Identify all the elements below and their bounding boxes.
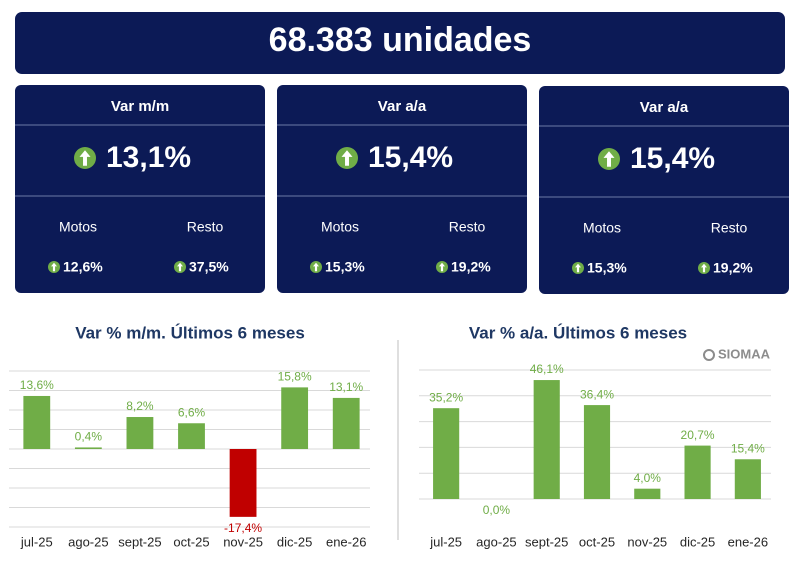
bar <box>684 446 710 499</box>
x-tick-label: ago-25 <box>476 534 516 549</box>
data-label: -17,4% <box>224 521 262 535</box>
card-title: Var m/m <box>111 98 169 115</box>
bar <box>634 489 660 499</box>
item-value: 15,3% <box>325 259 365 275</box>
x-tick-label: oct-25 <box>579 534 615 549</box>
item-value: 37,5% <box>189 259 229 275</box>
up-arrow-icon <box>336 147 358 169</box>
bar <box>23 396 50 449</box>
x-tick-label: ene-26 <box>728 534 768 549</box>
up-arrow-icon <box>598 148 620 170</box>
bar <box>333 398 360 449</box>
logo-icon <box>704 350 714 360</box>
card-title: Var a/a <box>378 98 427 115</box>
up-arrow-icon <box>310 261 322 273</box>
up-arrow-icon <box>436 261 448 273</box>
item-value: 12,6% <box>63 259 103 275</box>
up-arrow-icon <box>48 261 60 273</box>
x-tick-label: nov-25 <box>627 534 667 549</box>
x-tick-label: ene-26 <box>326 534 366 549</box>
item-value: 19,2% <box>713 260 753 276</box>
x-tick-label: oct-25 <box>173 534 209 549</box>
data-label: 0,4% <box>75 430 103 444</box>
data-label: 13,6% <box>20 378 54 392</box>
data-label: 4,0% <box>634 471 662 485</box>
card-title: Var a/a <box>640 99 689 116</box>
data-label: 13,1% <box>329 380 363 394</box>
bar <box>735 459 761 499</box>
up-arrow-icon <box>698 262 710 274</box>
data-label: 15,8% <box>278 370 312 384</box>
item-label: Resto <box>187 219 224 235</box>
item-label: Motos <box>59 219 97 235</box>
data-label: 6,6% <box>178 405 206 419</box>
item-label: Resto <box>449 219 486 235</box>
bar <box>584 405 610 499</box>
data-label: 15,4% <box>731 441 765 455</box>
up-arrow-icon <box>174 261 186 273</box>
x-tick-label: sept-25 <box>118 534 161 549</box>
bar <box>534 380 560 499</box>
x-tick-label: jul-25 <box>429 534 462 549</box>
bar <box>75 447 102 449</box>
up-arrow-icon <box>572 262 584 274</box>
card-value: 13,1% <box>106 141 191 174</box>
chart-title: Var % m/m. Últimos 6 meses <box>75 323 305 342</box>
bar <box>433 408 459 499</box>
up-arrow-icon <box>74 147 96 169</box>
logo: SIOMAA <box>718 346 771 361</box>
bar <box>230 449 257 517</box>
x-tick-label: sept-25 <box>525 534 568 549</box>
data-label: 36,4% <box>580 387 614 401</box>
header-title: 68.383 unidades <box>269 21 532 59</box>
x-tick-label: dic-25 <box>277 534 312 549</box>
bar <box>127 417 154 449</box>
data-label: 0,0% <box>483 503 511 517</box>
bar <box>281 387 308 449</box>
item-value: 15,3% <box>587 260 627 276</box>
data-label: 46,1% <box>530 362 564 376</box>
item-label: Motos <box>583 220 621 236</box>
chart-title: Var % a/a. Últimos 6 meses <box>469 323 687 342</box>
bar <box>178 423 205 449</box>
data-label: 20,7% <box>681 428 715 442</box>
card-value: 15,4% <box>630 142 715 175</box>
x-tick-label: dic-25 <box>680 534 715 549</box>
x-tick-label: jul-25 <box>20 534 53 549</box>
card-value: 15,4% <box>368 141 453 174</box>
item-label: Resto <box>711 220 748 236</box>
item-label: Motos <box>321 219 359 235</box>
item-value: 19,2% <box>451 259 491 275</box>
data-label: 35,2% <box>429 390 463 404</box>
x-tick-label: nov-25 <box>223 534 263 549</box>
data-label: 8,2% <box>126 399 154 413</box>
x-tick-label: ago-25 <box>68 534 108 549</box>
